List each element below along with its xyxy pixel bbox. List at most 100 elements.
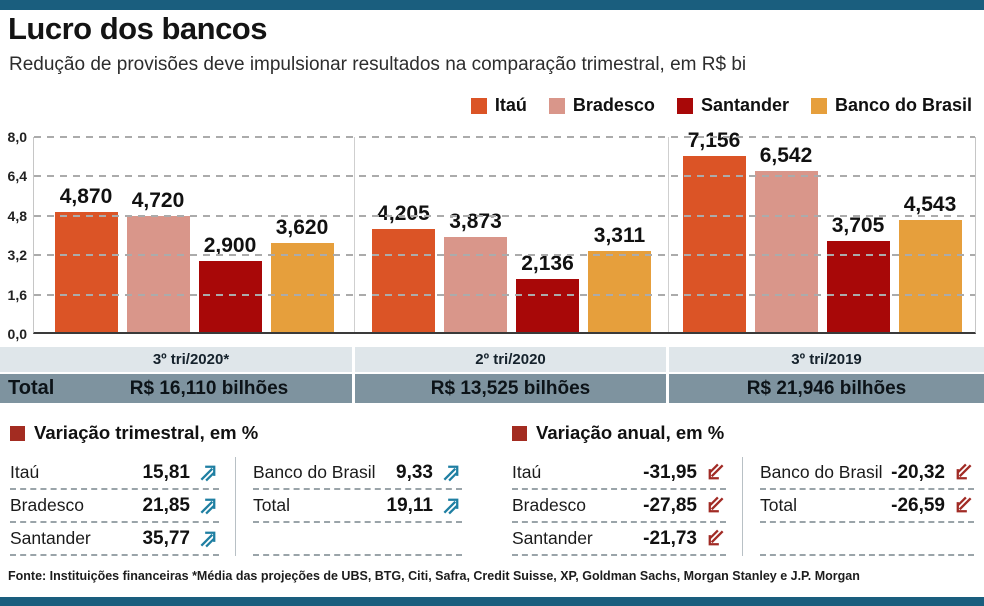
chart-group-3-tri-2020: 4,870 4,720 2,900 3,620	[34, 137, 354, 332]
annual-variation-header: Variação anual, em %	[512, 422, 974, 444]
square-bullet-icon	[512, 425, 527, 441]
variation-row-santander: Santander 35,77	[10, 523, 219, 556]
variation-label: Santander	[10, 528, 91, 548]
bar-santander: 2,900	[198, 233, 262, 332]
page-subtitle: Redução de provisões deve impulsionar re…	[9, 54, 747, 75]
variation-label: Itaú	[10, 462, 40, 482]
variation-row-banco-do-brasil: Banco do Brasil 9,33	[253, 457, 462, 490]
variation-column-2: Banco do Brasil -20,32 Total -26,59	[743, 457, 974, 556]
bar-rect-bradesco	[126, 215, 190, 332]
variation-row-total: Total 19,11	[253, 490, 462, 523]
plot-area: 4,870 4,720 2,900 3,620 4,205 3,873 2,136 3,31…	[33, 129, 976, 334]
legend: Itaú Bradesco Santander Banco do Brasil	[0, 95, 972, 116]
bar-banco-do-brasil: 3,311	[588, 223, 651, 332]
trend-up-icon	[200, 531, 216, 548]
variation-value: -31,95	[643, 461, 697, 483]
variation-value-group: -20,32	[891, 462, 974, 484]
trend-up-icon	[443, 465, 459, 482]
legend-swatch-icon	[548, 97, 565, 114]
legend-label: Banco do Brasil	[834, 95, 972, 115]
variation-row-itau: Itaú -31,95	[512, 457, 726, 490]
header: Lucro dos bancos Redução de provisões de…	[0, 0, 984, 76]
variation-value-group: -26,59	[891, 495, 974, 517]
variation-label: Bradesco	[512, 495, 586, 515]
source-note: Fonte: Instituições financeiras *Média d…	[8, 569, 860, 583]
bar-rect-santander	[516, 279, 579, 332]
variation-row-empty	[253, 523, 462, 556]
bar-rect-banco-do-brasil	[898, 220, 962, 332]
y-axis-tick-label: 1,6	[7, 286, 27, 303]
bar-value-label: 4,720	[131, 188, 185, 212]
bar-banco-do-brasil: 4,543	[898, 193, 962, 332]
chart-group-3-tri-2019: 7,156 6,542 3,705 4,543	[668, 129, 975, 332]
legend-label: Santander	[700, 95, 789, 115]
trend-down-icon	[708, 463, 724, 480]
variation-value-group: 9,33	[396, 462, 462, 484]
quarterly-variation-title: Variação trimestral, em %	[34, 422, 259, 443]
bar-rect-itau	[54, 212, 118, 332]
variation-section: Variação trimestral, em % Itaú 15,81 Brade…	[0, 422, 984, 556]
annual-variation: Variação anual, em % Itaú -31,95 Bradesco -…	[512, 422, 974, 556]
bar-value-label: 2,136	[521, 252, 574, 276]
total-row-label: Total	[8, 377, 55, 399]
bar-bradesco: 4,720	[126, 188, 190, 332]
variation-value-group: -21,73	[643, 528, 726, 550]
variation-row-empty	[760, 523, 974, 556]
y-axis-tick-label: 4,8	[7, 207, 27, 224]
page-title: Lucro dos bancos	[8, 11, 267, 46]
bottom-accent-bar	[0, 597, 984, 606]
variation-value: -21,73	[643, 527, 697, 549]
bar-value-label: 2,900	[203, 233, 257, 257]
legend-label: Bradesco	[572, 95, 655, 115]
variation-label: Itaú	[512, 462, 542, 482]
variation-label: Bradesco	[10, 495, 84, 515]
total-value: R$ 21,946 bilhões	[666, 374, 984, 403]
bar-rect-bradesco	[444, 236, 507, 332]
category-label: 2º tri/2020	[352, 347, 666, 372]
gridline	[34, 136, 975, 138]
variation-row-bradesco: Bradesco -27,85	[512, 490, 726, 523]
legend-item-banco-do-brasil: Banco do Brasil	[810, 95, 972, 116]
trend-down-icon	[708, 496, 724, 513]
square-bullet-icon	[10, 425, 25, 441]
y-axis-tick-label: 3,2	[7, 247, 27, 264]
bar-value-label: 3,705	[831, 213, 885, 237]
bar-value-label: 6,542	[759, 143, 813, 167]
trend-down-icon	[956, 463, 972, 480]
variation-row-banco-do-brasil: Banco do Brasil -20,32	[760, 457, 974, 490]
variation-value-group: 35,77	[142, 528, 219, 550]
legend-swatch-icon	[810, 97, 827, 114]
y-axis-tick-label: 6,4	[7, 168, 27, 185]
bar-bradesco: 6,542	[754, 143, 818, 332]
bar-value-label: 4,870	[59, 185, 113, 209]
annual-variation-title: Variação anual, em %	[536, 422, 725, 443]
bar-value-label: 3,311	[593, 223, 646, 247]
variation-label: Total	[760, 495, 797, 515]
variation-value-group: 21,85	[142, 495, 219, 517]
bar-itau: 4,205	[372, 202, 435, 332]
total-row: R$ 16,110 bilhões R$ 13,525 bilhões R$ 2…	[0, 374, 984, 403]
variation-value-group: 19,11	[387, 495, 463, 517]
bar-value-label: 3,620	[275, 215, 329, 239]
bar-value-label: 7,156	[687, 128, 741, 152]
variation-label: Banco do Brasil	[760, 462, 883, 482]
variation-label: Banco do Brasil	[253, 462, 376, 482]
variation-value: 15,81	[142, 461, 190, 483]
variation-value: -20,32	[891, 461, 945, 483]
gridline	[34, 175, 975, 178]
bar-value-label: 4,543	[903, 193, 957, 217]
bar-chart: 4,870 4,720 2,900 3,620 4,205 3,873 2,136 3,31…	[0, 129, 984, 342]
variation-value: 35,77	[142, 527, 190, 549]
trend-up-icon	[200, 498, 216, 515]
category-label: 3º tri/2019	[666, 347, 984, 372]
top-accent-bar	[0, 0, 984, 10]
variation-row-itau: Itaú 15,81	[10, 457, 219, 490]
legend-item-itau: Itaú	[470, 95, 527, 116]
legend-item-santander: Santander	[676, 95, 789, 116]
bar-rect-bradesco	[754, 170, 818, 332]
quarterly-variation: Variação trimestral, em % Itaú 15,81 Brade…	[10, 422, 462, 556]
bar-santander: 3,705	[826, 213, 890, 332]
annual-variation-table: Itaú -31,95 Bradesco -27,85 Santander -21,73 B…	[512, 457, 974, 556]
total-value: R$ 13,525 bilhões	[352, 374, 666, 403]
quarterly-variation-table: Itaú 15,81 Bradesco 21,85 Santander 35,77 Banc…	[10, 457, 462, 556]
